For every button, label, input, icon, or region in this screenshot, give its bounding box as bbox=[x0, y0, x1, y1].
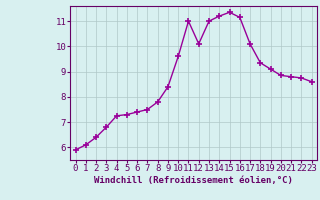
X-axis label: Windchill (Refroidissement éolien,°C): Windchill (Refroidissement éolien,°C) bbox=[94, 176, 293, 185]
